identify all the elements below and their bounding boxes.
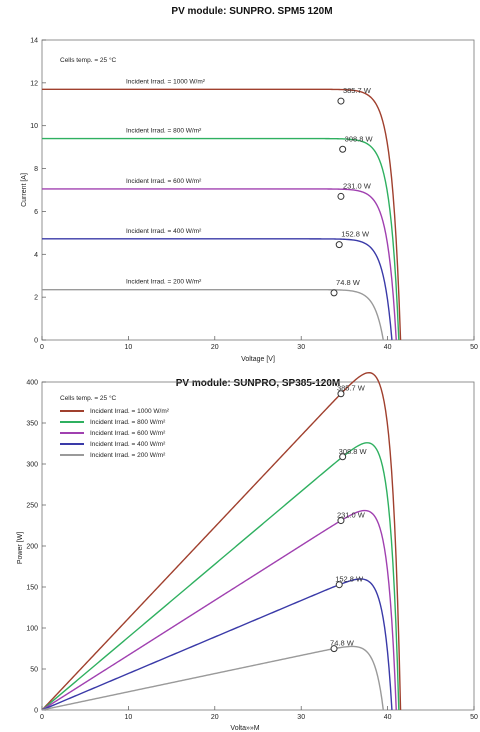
iv-series-label: Incident Irrad. = 200 W/m²	[126, 279, 202, 286]
iv-y-tick-label: 6	[34, 209, 38, 216]
pv-y-tick-label: 100	[26, 626, 38, 633]
pv-mpp-label: 308.8 W	[339, 447, 368, 456]
pv-y-tick-label: 50	[30, 667, 38, 674]
iv-y-tick-label: 0	[34, 338, 38, 345]
pv-series-line	[41, 578, 393, 711]
iv-mpp-label: 231.0 W	[343, 181, 372, 190]
pv-series-line	[41, 509, 397, 711]
iv-series-line	[42, 88, 402, 341]
iv-y-tick-label: 4	[34, 252, 38, 259]
iv-x-tick-label: 30	[297, 344, 305, 351]
pv-legend-label: Incident Irrad. = 800 W/m²	[90, 419, 166, 426]
pv-y-tick-label: 400	[26, 380, 38, 387]
iv-mpp-point	[337, 192, 345, 200]
iv-series-line	[42, 188, 397, 341]
pv-chart-title: PV module: SUNPRO, SP385-120M	[176, 378, 341, 389]
iv-x-tick-label: 0	[40, 344, 44, 351]
iv-y-tick-label: 10	[30, 123, 38, 130]
pv-y-tick-label: 0	[34, 708, 38, 715]
iv-series-label: Incident Irrad. = 600 W/m²	[126, 178, 202, 185]
pv-y-axis-label: Power [W]	[17, 532, 24, 564]
pv-x-tick-label: 0	[40, 714, 44, 721]
iv-mpp-label: 308.8 W	[345, 134, 374, 143]
iv-x-tick-label: 10	[125, 344, 133, 351]
iv-mpp-point	[330, 289, 338, 297]
iv-mpp-label: 152.8 W	[341, 230, 370, 239]
iv-y-axis-label: Current [A]	[21, 173, 28, 207]
pv-mpp-label: 231.0 W	[337, 511, 366, 520]
iv-mpp-label: 385.7 W	[343, 86, 372, 95]
pv-plot-area: 0 10 20 30 40 50 0 50 100 150 200 250 300 350 400 385.7…	[26, 371, 478, 721]
iv-series-line	[42, 238, 393, 341]
pv-series-line	[41, 442, 400, 711]
iv-mpp-point	[335, 241, 343, 249]
pv-x-tick-label: 20	[211, 714, 219, 721]
pv-y-tick-label: 350	[26, 421, 38, 428]
iv-x-axis-label: Voltage [V]	[241, 356, 275, 363]
pv-mpp-point	[337, 517, 345, 525]
pv-x-tick-label: 40	[384, 714, 392, 721]
iv-series-label: Incident Irrad. = 800 W/m²	[126, 128, 202, 135]
iv-mpp-point	[337, 97, 345, 105]
pv-x-tick-label: 10	[125, 714, 133, 721]
pv-x-tick-label: 50	[470, 714, 478, 721]
iv-plot-area: 0 10 20 30 40 50 0 2 4 6 8 10 12 14 385.7 W Incident Ir…	[30, 38, 478, 352]
pv-x-tick-label: 30	[297, 714, 305, 721]
pv-legend-label: Incident Irrad. = 1000 W/m²	[90, 408, 170, 415]
pv-y-tick-label: 200	[26, 544, 38, 551]
pv-legend-label: Incident Irrad. = 400 W/m²	[90, 441, 166, 448]
pv-x-axis-label: Volta»»M	[230, 725, 259, 732]
pv-mpp-point	[337, 390, 345, 398]
iv-x-tick-label: 40	[384, 344, 392, 351]
pv-mpp-point	[335, 581, 343, 589]
iv-x-tick-label: 20	[211, 344, 219, 351]
pv-series-line	[41, 645, 384, 711]
iv-y-tick-label: 14	[30, 38, 38, 45]
iv-plot-frame	[41, 39, 475, 341]
iv-x-tick-label: 50	[470, 344, 478, 351]
pv-mpp-label: 74.8 W	[330, 639, 355, 648]
iv-cells-temp-note: Cells temp. = 25 °C	[60, 56, 117, 64]
iv-y-tick-label: 2	[34, 295, 38, 302]
pv-y-tick-label: 250	[26, 503, 38, 510]
pv-y-tick-label: 150	[26, 585, 38, 592]
pv-cells-temp-note: Cells temp. = 25 °C	[60, 394, 117, 402]
iv-y-tick-label: 12	[30, 80, 38, 87]
iv-y-tick-label: 8	[34, 166, 38, 173]
pv-legend-label: Incident Irrad. = 600 W/m²	[90, 430, 166, 437]
iv-series-label: Incident Irrad. = 1000 W/m²	[126, 78, 206, 85]
pv-mpp-point	[339, 453, 347, 461]
pv-legend-label: Incident Irrad. = 200 W/m²	[90, 452, 166, 459]
pv-mpp-label: 385.7 W	[337, 384, 366, 393]
iv-mpp-label: 74.8 W	[336, 278, 361, 287]
iv-series-label: Incident Irrad. = 400 W/m²	[126, 228, 202, 235]
iv-series-line	[42, 288, 384, 341]
iv-series-line	[42, 137, 400, 341]
pv-y-tick-label: 300	[26, 462, 38, 469]
pv-mpp-label: 152.8 W	[335, 575, 364, 584]
iv-chart-title: PV module: SUNPRO. SPM5 120M	[171, 6, 332, 17]
pv-mpp-point	[330, 645, 338, 653]
iv-mpp-point	[339, 145, 347, 153]
